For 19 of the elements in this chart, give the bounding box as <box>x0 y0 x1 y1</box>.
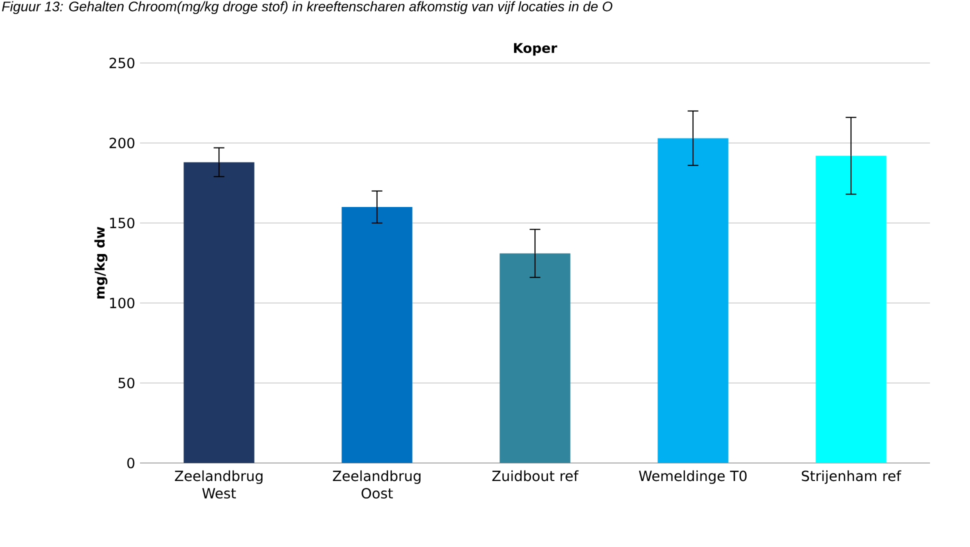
bar <box>500 253 570 463</box>
x-tick-label: Wemeldinge T0 <box>638 470 747 484</box>
x-tick-label: Strijenham ref <box>802 470 902 484</box>
y-tick-label: 0 <box>127 458 134 468</box>
bar <box>184 162 254 463</box>
x-tick-label: Zeelandbrug West <box>174 470 262 499</box>
x-tick-label: Zuidbout ref <box>492 470 579 482</box>
bar <box>658 138 728 463</box>
x-tick-label: Zeelandbrug Oost <box>332 470 420 499</box>
y-tick-label: 200 <box>110 138 134 148</box>
bar <box>816 156 886 463</box>
y-axis-title: mg/kg dw <box>94 226 108 298</box>
y-tick-label: 100 <box>110 298 134 308</box>
chart-title: Koper <box>514 43 558 56</box>
text: Figuur 13: Gehalten Chroom(mg/kg droge stof) in kreeftenscharen afkomstig van vijf locaties in de O <box>2 1 612 14</box>
y-tick-label: 250 <box>110 58 134 68</box>
bar <box>342 207 412 463</box>
y-tick-label: 50 <box>118 378 134 388</box>
y-tick-label: 150 <box>110 218 134 228</box>
